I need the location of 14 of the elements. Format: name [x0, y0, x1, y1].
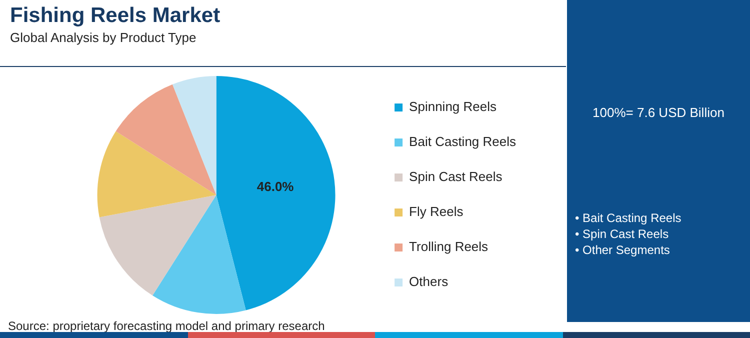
data-label: 46.0% [256, 179, 294, 194]
legend-label: Spinning Reels [409, 99, 498, 114]
chart-title: Fishing Reels Market [10, 4, 220, 28]
text: • Bait Casting Reels [575, 210, 682, 226]
chart-subtitle: Global Analysis by Product Type [10, 30, 196, 45]
source-note: Source: proprietary forecasting model and primary research [8, 319, 325, 333]
text: 100%= 7.6 USD Billion [592, 105, 726, 120]
legend-label: Bait Casting Reels [409, 134, 516, 150]
text: • Spin Cast Reels [575, 226, 670, 242]
legend-label: Trolling Reels [409, 239, 489, 254]
text: • Other Segments [575, 242, 671, 258]
legend-label: Others [409, 274, 449, 290]
legend-label: Fly Reels [409, 204, 464, 220]
legend-label: Spin Cast Reels [409, 169, 503, 184]
